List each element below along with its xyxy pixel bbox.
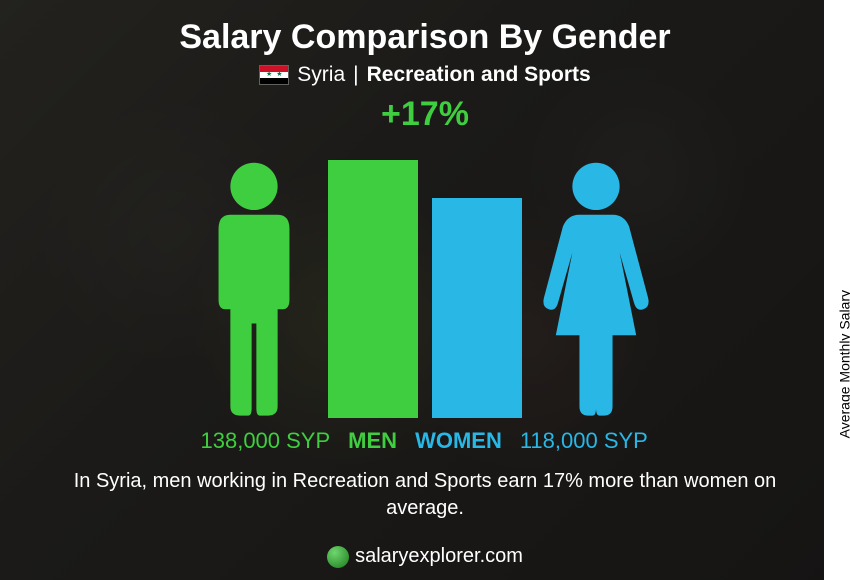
women-bar: [432, 198, 522, 418]
page-title: Salary Comparison By Gender: [179, 18, 670, 57]
men-label: MEN: [348, 428, 397, 454]
woman-icon: [536, 158, 656, 418]
men-salary: 138,000 SYP: [150, 428, 330, 454]
chart-row: [194, 138, 656, 418]
logo-icon: [327, 546, 349, 568]
footer: salaryexplorer.com: [0, 545, 850, 568]
syria-flag-icon: ★★: [259, 65, 289, 85]
man-icon: [194, 158, 314, 418]
infographic-container: Salary Comparison By Gender ★★ Syria | R…: [0, 0, 850, 580]
separator: |: [353, 63, 358, 87]
labels-row: 138,000 SYP MEN WOMEN 118,000 SYP: [30, 428, 820, 454]
category-label: Recreation and Sports: [367, 63, 591, 87]
men-bar: [328, 160, 418, 418]
women-label: WOMEN: [415, 428, 502, 454]
percent-difference: +17%: [381, 95, 469, 134]
description-text: In Syria, men working in Recreation and …: [65, 468, 785, 522]
women-salary: 118,000 SYP: [520, 428, 700, 454]
country-label: Syria: [297, 63, 345, 87]
footer-text: salaryexplorer.com: [355, 545, 523, 568]
subtitle-row: ★★ Syria | Recreation and Sports: [259, 63, 590, 87]
